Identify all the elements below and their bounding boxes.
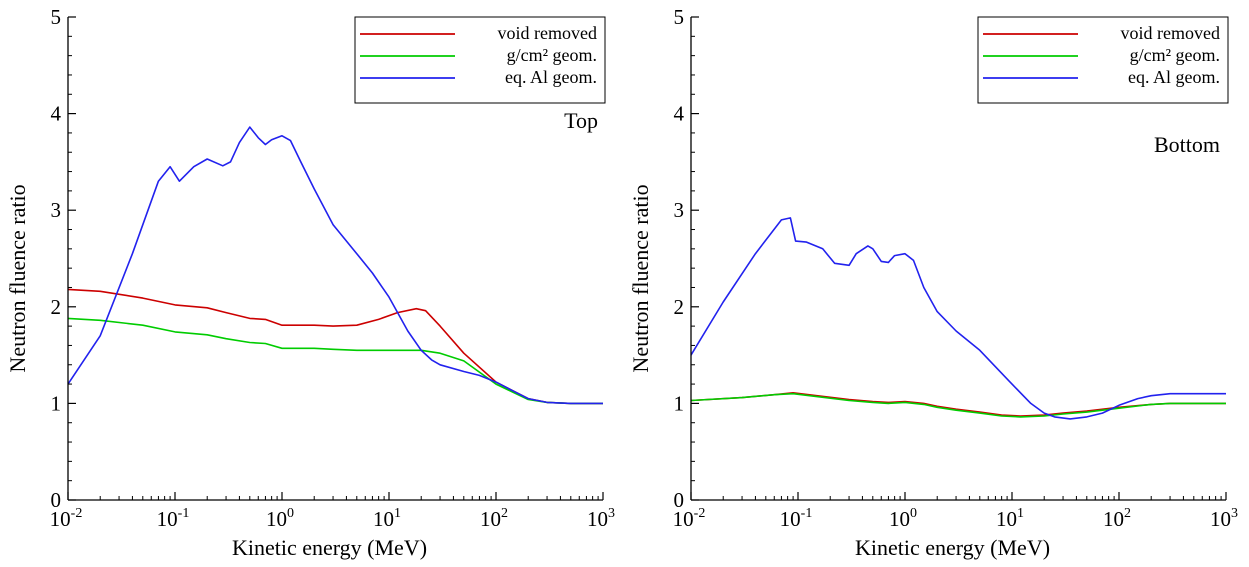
y-tick-label: 4 xyxy=(674,102,685,126)
panel-label: Top xyxy=(564,108,598,133)
x-axis-title: Kinetic energy (MeV) xyxy=(855,535,1050,560)
x-tick-base: 10 xyxy=(50,507,71,531)
x-tick-base: 10 xyxy=(1210,507,1231,531)
y-tick-label: 1 xyxy=(674,391,685,415)
y-tick-label: 0 xyxy=(51,488,62,512)
x-tick-exponent: 3 xyxy=(1231,506,1238,521)
y-tick-label: 1 xyxy=(51,391,62,415)
x-tick-base: 10 xyxy=(587,507,608,531)
x-tick-exponent: -1 xyxy=(801,506,813,521)
series-group xyxy=(691,217,1226,420)
series-line-void-removed xyxy=(68,288,603,405)
x-tick-base: 10 xyxy=(266,507,287,531)
legend-entry: g/cm² geom. xyxy=(1130,45,1220,65)
series-group xyxy=(68,126,603,405)
series-line-g-cm-geom- xyxy=(68,317,603,405)
y-tick-label: 2 xyxy=(674,295,685,319)
x-tick-exponent: 2 xyxy=(501,506,508,521)
x-tick-label: 103 xyxy=(587,506,615,531)
y-tick-label: 5 xyxy=(51,5,62,29)
x-tick-base: 10 xyxy=(996,507,1017,531)
legend-box xyxy=(354,16,606,104)
x-tick-exponent: -2 xyxy=(71,506,83,521)
x-tick-exponent: 1 xyxy=(394,506,401,521)
y-tick-label: 4 xyxy=(51,102,62,126)
x-tick-label: 10-1 xyxy=(780,506,813,531)
x-tick-label: 102 xyxy=(1103,506,1131,531)
y-tick-label: 0 xyxy=(674,488,685,512)
x-tick-base: 10 xyxy=(480,507,501,531)
panel-label: Bottom xyxy=(1154,132,1220,157)
legend-box xyxy=(977,16,1229,104)
y-tick-label: 5 xyxy=(674,5,685,29)
y-tick-label: 3 xyxy=(51,198,62,222)
x-tick-label: 10-2 xyxy=(50,506,83,531)
x-axis-title: Kinetic energy (MeV) xyxy=(232,535,427,560)
x-tick-label: 100 xyxy=(889,506,917,531)
x-tick-label: 101 xyxy=(373,506,401,531)
x-tick-exponent: 1 xyxy=(1017,506,1024,521)
y-tick-label: 2 xyxy=(51,295,62,319)
x-tick-base: 10 xyxy=(673,507,694,531)
legend-entry: g/cm² geom. xyxy=(507,45,597,65)
x-tick-exponent: 0 xyxy=(910,506,917,521)
legend-entry: void removed xyxy=(1121,23,1220,43)
x-tick-exponent: -2 xyxy=(694,506,706,521)
legend-entry: eq. Al geom. xyxy=(505,67,597,87)
x-tick-exponent: 2 xyxy=(1124,506,1131,521)
legend-entry: eq. Al geom. xyxy=(1128,67,1220,87)
y-axis-title: Neutron fluence ratio xyxy=(5,184,30,372)
series-line-eq-al-geom- xyxy=(68,126,603,405)
x-tick-label: 100 xyxy=(266,506,294,531)
y-tick-label: 3 xyxy=(674,198,685,222)
legend-entry: void removed xyxy=(498,23,597,43)
x-tick-exponent: 3 xyxy=(608,506,615,521)
x-tick-label: 10-1 xyxy=(157,506,190,531)
x-tick-base: 10 xyxy=(373,507,394,531)
x-tick-label: 101 xyxy=(996,506,1024,531)
x-tick-exponent: -1 xyxy=(178,506,190,521)
series-line-g-cm-geom- xyxy=(691,392,1226,418)
x-tick-exponent: 0 xyxy=(287,506,294,521)
x-tick-label: 102 xyxy=(480,506,508,531)
x-tick-base: 10 xyxy=(780,507,801,531)
x-tick-base: 10 xyxy=(157,507,178,531)
x-tick-label: 103 xyxy=(1210,506,1238,531)
series-line-eq-al-geom- xyxy=(691,217,1226,420)
x-tick-base: 10 xyxy=(889,507,910,531)
y-axis-title: Neutron fluence ratio xyxy=(628,184,653,372)
x-tick-label: 10-2 xyxy=(673,506,706,531)
x-tick-base: 10 xyxy=(1103,507,1124,531)
